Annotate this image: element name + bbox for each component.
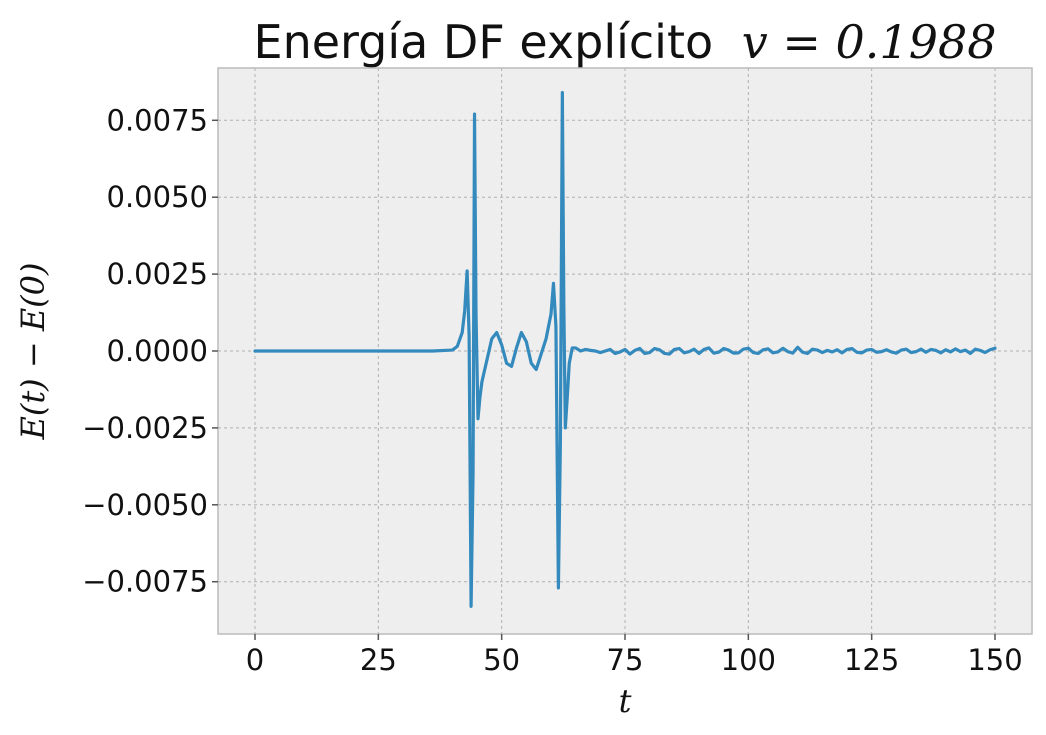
y-tick-label: −0.0025 (82, 411, 208, 445)
y-tick-label: 0.0025 (107, 257, 208, 291)
y-tick-label: 0.0050 (107, 180, 208, 214)
x-tick-label: 100 (721, 643, 776, 677)
chart-title: Energía DF explícito v = 0.1988 (254, 15, 997, 69)
x-tick-label: 25 (360, 643, 397, 677)
x-tick-label: 0 (246, 643, 264, 677)
x-tick-label: 75 (607, 643, 644, 677)
chart-title-text: Energía DF explícito (254, 15, 714, 69)
chart-title-math: v = 0.1988 (742, 15, 997, 69)
x-axis-label: t (619, 682, 632, 720)
x-tick-label: 150 (967, 643, 1022, 677)
svg-text:Energía DF explícito v =: Energía DF explícito v = 0.1988 (254, 15, 997, 69)
x-tick-label: 125 (844, 643, 899, 677)
y-tick-label: −0.0050 (82, 488, 208, 522)
axis-ticks: 0 25 50 75 100 125 150 0.0075 0.0050 0.0025 0.0000… (82, 103, 1022, 677)
y-tick-label: 0.0000 (107, 334, 208, 368)
y-axis-label: E(t) − E(0) (14, 262, 52, 440)
y-tick-label: −0.0075 (82, 565, 208, 599)
y-tick-label: 0.0075 (107, 103, 208, 137)
series-line (253, 91, 997, 608)
x-tick-label: 50 (483, 643, 520, 677)
series-layer (253, 91, 997, 608)
